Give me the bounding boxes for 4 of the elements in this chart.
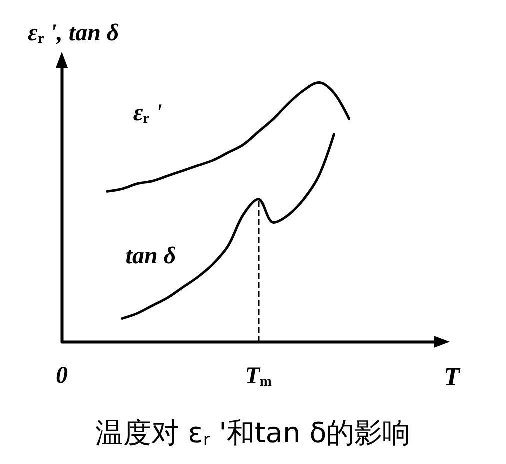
text: 温度对 εr '和tan δ的影响 bbox=[95, 416, 411, 450]
x-tick-label: 0 bbox=[56, 363, 68, 389]
series-label: tan δ bbox=[126, 244, 176, 270]
x-axis-title: T bbox=[444, 362, 461, 392]
